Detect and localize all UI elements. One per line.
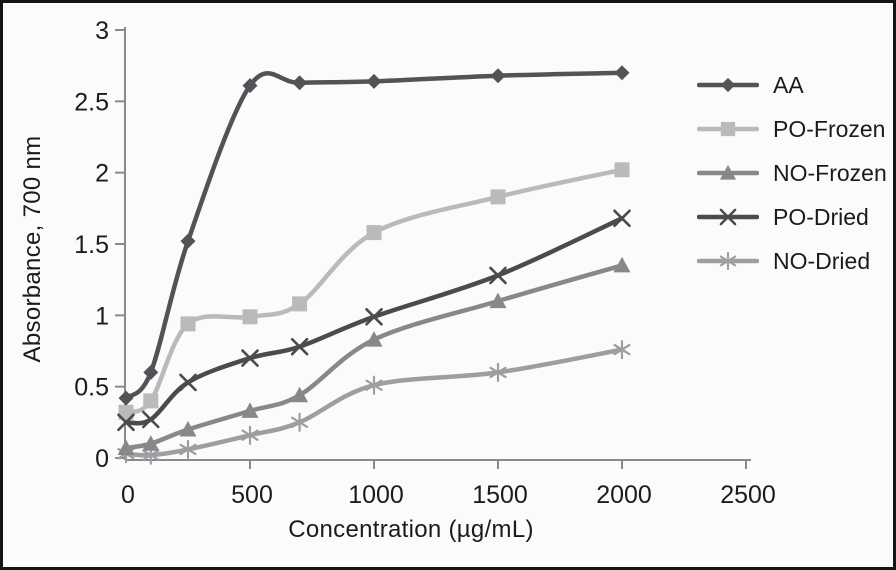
legend: AA PO-Frozen NO-Frozen PO-Dried NO-Dried <box>697 63 887 283</box>
series-line-no-frozen <box>123 263 625 451</box>
x-marker-icon <box>719 208 737 226</box>
diamond-marker-icon <box>720 77 736 93</box>
diamond-marker-icon <box>366 73 382 89</box>
x-tick-label: 1500 <box>472 481 528 509</box>
y-tick-label: 1 <box>95 302 109 330</box>
triangle-marker-icon <box>117 439 135 455</box>
square-marker-icon <box>292 296 308 312</box>
series-no-dried <box>117 340 631 465</box>
square-marker-icon <box>614 162 630 178</box>
y-tick-label: 3 <box>95 17 109 45</box>
x-marker-icon <box>117 413 135 432</box>
square-marker-icon <box>697 121 759 137</box>
x-axis-title: Concentration (µg/mL) <box>288 516 534 543</box>
asterisk-marker-icon <box>179 439 197 459</box>
y-tick-label: 2.5 <box>74 88 109 116</box>
triangle-marker-icon <box>179 421 197 437</box>
square-marker-icon <box>490 189 506 205</box>
y-tick-label: 0 <box>95 445 109 473</box>
square-marker-icon <box>118 404 134 420</box>
series-no-frozen <box>117 256 631 455</box>
triangle-marker-icon <box>142 435 160 451</box>
square-marker-icon <box>242 309 258 325</box>
diamond-marker-icon <box>614 65 630 81</box>
square-marker-icon <box>366 225 382 241</box>
triangle-marker-icon <box>697 164 759 180</box>
legend-label: AA <box>773 71 804 98</box>
asterisk-marker-icon <box>365 375 383 395</box>
legend-item-no-dried: NO-Dried <box>697 239 887 283</box>
series-aa <box>118 65 630 406</box>
x-marker-icon <box>290 337 309 356</box>
asterisk-marker-icon <box>489 362 507 382</box>
asterisk-marker-icon <box>697 251 759 271</box>
x-tick-label: 2500 <box>720 481 776 509</box>
series-po-frozen <box>118 162 630 420</box>
x-marker-icon <box>179 373 197 392</box>
y-tick-label: 1.5 <box>74 231 109 259</box>
x-tick-label: 0 <box>121 481 135 509</box>
diamond-marker-icon <box>292 75 308 91</box>
square-marker-icon <box>143 393 159 409</box>
square-marker-icon <box>720 121 736 137</box>
x-tick-label: 500 <box>231 481 273 509</box>
x-marker-icon <box>241 349 259 367</box>
x-marker-icon <box>365 307 383 326</box>
legend-item-aa: AA <box>697 63 887 107</box>
series-po-dried <box>117 209 631 432</box>
diamond-marker-icon <box>180 233 196 249</box>
diamond-marker-icon <box>490 68 506 84</box>
y-tick-label: 2 <box>95 160 109 188</box>
triangle-marker-icon <box>613 256 631 273</box>
x-tick-label: 1000 <box>348 481 404 509</box>
legend-item-no-frozen: NO-Frozen <box>697 151 887 195</box>
legend-label: NO-Dried <box>773 247 871 274</box>
legend-item-po-dried: PO-Dried <box>697 195 887 239</box>
series-line-no-dried <box>123 347 625 458</box>
x-marker-icon <box>142 410 160 429</box>
y-tick-label: 0.5 <box>74 374 109 402</box>
line-chart: 0 0.5 1 1.5 2 2.5 3 0 500 1000 1500 2000 2500 <box>74 17 776 509</box>
axes: 0 0.5 1 1.5 2 2.5 3 0 500 1000 1500 2000 2500 <box>74 17 776 509</box>
diamond-marker-icon <box>242 78 258 94</box>
asterisk-marker-icon <box>613 340 631 360</box>
square-marker-icon <box>180 316 196 332</box>
asterisk-marker-icon <box>241 425 259 445</box>
diamond-marker-icon <box>143 364 159 380</box>
triangle-marker-icon <box>365 331 383 347</box>
asterisk-marker-icon <box>719 251 737 271</box>
asterisk-marker-icon <box>291 412 309 432</box>
triangle-marker-icon <box>291 386 309 403</box>
x-marker-icon <box>613 209 631 228</box>
legend-label: NO-Frozen <box>773 159 887 186</box>
x-tick-label: 2000 <box>596 481 652 509</box>
triangle-marker-icon <box>489 292 507 309</box>
diamond-marker-icon <box>118 390 134 406</box>
x-marker-icon <box>489 266 507 285</box>
diamond-marker-icon <box>697 77 759 93</box>
legend-label: PO-Frozen <box>773 115 886 142</box>
triangle-marker-icon <box>241 402 259 418</box>
y-axis-title: Absorbance, 700 nm <box>19 135 46 363</box>
x-marker-icon <box>697 208 759 226</box>
legend-item-po-frozen: PO-Frozen <box>697 107 887 151</box>
legend-label: PO-Dried <box>773 203 869 230</box>
triangle-marker-icon <box>719 164 737 180</box>
